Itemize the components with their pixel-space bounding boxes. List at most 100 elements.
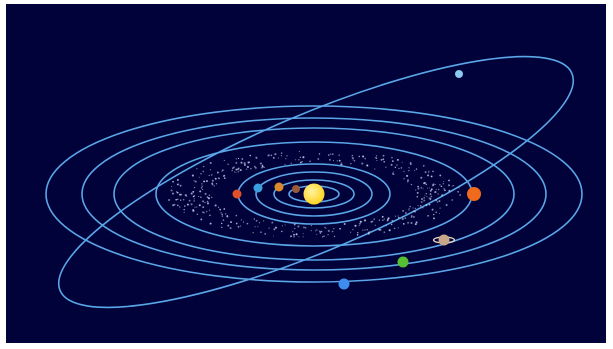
asteroid — [211, 174, 213, 176]
asteroid — [375, 157, 378, 160]
asteroid — [380, 159, 383, 161]
planet-mercury — [292, 185, 300, 193]
asteroid — [184, 205, 186, 207]
asteroid — [285, 158, 287, 160]
asteroid — [253, 165, 256, 168]
asteroid — [354, 160, 356, 162]
asteroid — [417, 185, 419, 188]
asteroid — [407, 181, 409, 183]
asteroid — [393, 227, 396, 230]
asteroid — [383, 218, 385, 220]
asteroid — [274, 153, 277, 156]
asteroid — [198, 176, 200, 178]
comet-orbit — [57, 55, 575, 309]
orbit-ring-2 — [273, 179, 355, 209]
asteroid — [201, 183, 203, 185]
asteroid — [191, 174, 194, 177]
asteroid — [426, 187, 429, 189]
asteroid — [407, 221, 410, 224]
asteroid — [430, 197, 432, 199]
asteroid — [323, 235, 325, 237]
asteroid — [351, 157, 354, 160]
asteroid — [436, 201, 439, 203]
asteroid — [420, 201, 423, 203]
asteroid — [414, 223, 417, 226]
asteroid — [194, 180, 197, 183]
asteroid — [427, 174, 430, 177]
asteroid — [388, 229, 391, 232]
asteroid — [448, 179, 450, 182]
asteroid — [369, 230, 371, 232]
asteroid — [196, 213, 199, 215]
asteroid — [179, 206, 181, 208]
asteroid — [318, 230, 321, 233]
asteroid — [354, 224, 357, 227]
asteroid — [406, 174, 409, 177]
asteroid — [320, 230, 323, 233]
asteroid — [223, 175, 225, 177]
asteroid — [443, 188, 445, 190]
asteroid — [364, 219, 366, 222]
asteroid — [258, 222, 261, 224]
solar-system-diagram — [6, 4, 606, 343]
asteroid — [282, 225, 283, 227]
asteroid — [168, 198, 171, 202]
asteroid — [430, 175, 433, 178]
asteroid — [352, 228, 354, 231]
asteroid — [237, 225, 240, 228]
asteroid — [437, 188, 440, 191]
asteroid — [298, 150, 300, 152]
asteroid — [437, 193, 439, 195]
asteroid — [434, 184, 436, 186]
asteroid — [214, 204, 217, 207]
asteroid — [202, 211, 204, 214]
asteroid — [414, 170, 416, 172]
asteroid — [415, 189, 417, 191]
asteroid — [373, 218, 375, 220]
asteroid — [277, 157, 279, 159]
asteroid — [218, 177, 220, 180]
asteroid — [385, 225, 387, 227]
asteroid — [398, 216, 400, 219]
asteroid — [391, 160, 394, 162]
asteroid — [401, 217, 404, 221]
asteroid — [315, 230, 317, 232]
orbit-ring-7 — [81, 117, 547, 271]
asteroid — [219, 209, 221, 211]
asteroid — [190, 192, 193, 195]
asteroid — [413, 210, 416, 213]
asteroid — [428, 171, 430, 173]
asteroid — [422, 188, 424, 190]
asteroid — [333, 227, 335, 230]
asteroid — [432, 217, 436, 220]
asteroid — [182, 198, 185, 201]
asteroid — [215, 183, 218, 185]
asteroid — [207, 197, 210, 200]
asteroid — [255, 219, 258, 222]
asteroid — [393, 173, 395, 175]
asteroid — [303, 226, 305, 229]
asteroid — [374, 156, 376, 159]
asteroid — [302, 233, 304, 235]
asteroid — [202, 170, 205, 173]
asteroid — [273, 228, 276, 231]
asteroid — [198, 204, 201, 207]
asteroid — [451, 185, 453, 187]
asteroid — [340, 162, 342, 164]
asteroid — [352, 159, 354, 161]
asteroid — [316, 233, 318, 235]
asteroid — [328, 154, 330, 156]
asteroid — [298, 236, 300, 238]
asteroid — [370, 220, 373, 223]
asteroid — [184, 194, 187, 197]
asteroid — [340, 163, 343, 166]
asteroid — [203, 180, 206, 183]
asteroid — [408, 169, 410, 172]
asteroid — [394, 215, 397, 217]
asteroid — [338, 159, 341, 162]
asteroid — [175, 198, 178, 201]
asteroid — [286, 155, 288, 157]
asteroid — [243, 163, 246, 166]
asteroid — [248, 161, 251, 164]
asteroid — [186, 203, 189, 206]
